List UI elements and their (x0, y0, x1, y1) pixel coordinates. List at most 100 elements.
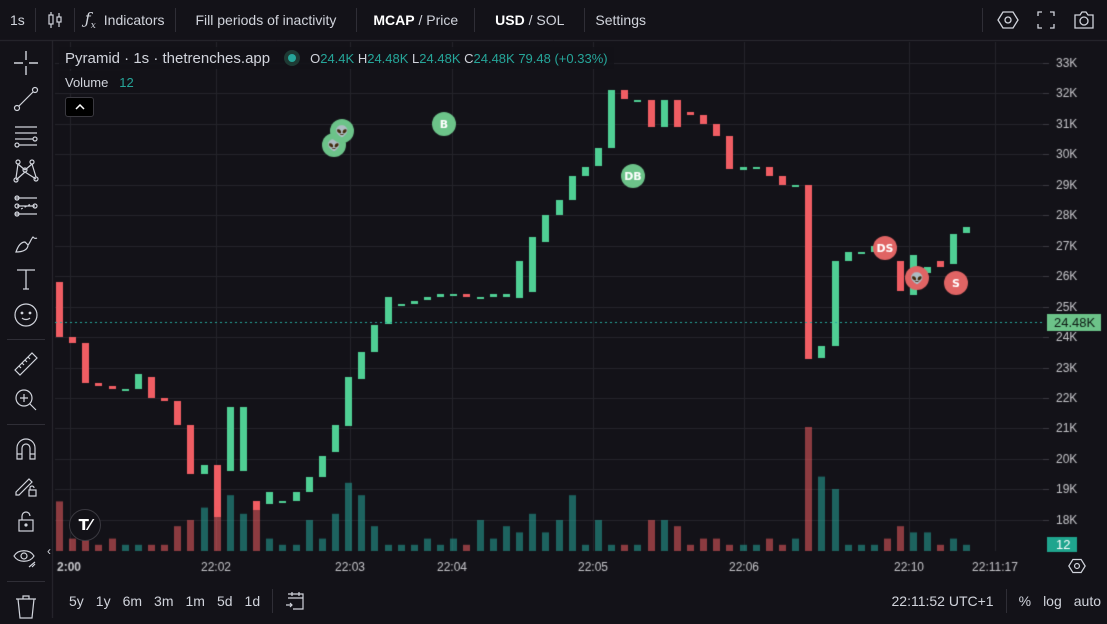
tv-logo-icon: T⁄ (78, 516, 92, 534)
chart-type-button[interactable] (36, 0, 74, 40)
divider (34, 8, 36, 32)
percent-toggle[interactable]: % (1018, 593, 1032, 609)
high-value: 24.48K (367, 50, 409, 66)
divider (982, 8, 983, 32)
mcap-price-toggle[interactable]: MCAP / Price (357, 0, 474, 40)
range-5d[interactable]: 5d (216, 593, 233, 609)
chevron-up-icon (74, 104, 85, 110)
crosshair-tool[interactable] (0, 45, 52, 81)
indicators-label: Indicators (103, 12, 165, 28)
usd-option[interactable]: USD (495, 12, 525, 28)
divider (272, 589, 274, 613)
collapse-sidebar-button[interactable]: ‹ (47, 544, 51, 558)
settings-label: Settings (595, 12, 646, 28)
usd-sol-toggle[interactable]: USD / SOL (475, 0, 584, 40)
fill-inactivity-button[interactable]: Fill periods of inactivity (176, 0, 357, 40)
divider (7, 424, 45, 425)
projection-icon (14, 195, 38, 217)
fill-label: Fill periods of inactivity (195, 12, 337, 28)
divider (584, 8, 586, 32)
interval-button[interactable]: 1s (0, 0, 35, 40)
range-1y[interactable]: 1y (95, 593, 111, 609)
open-label: O (310, 50, 321, 66)
unlock-icon (18, 511, 34, 532)
volume-label: Volume (65, 74, 109, 90)
auto-toggle[interactable]: auto (1073, 593, 1101, 609)
magnet-icon (16, 438, 36, 460)
trash-icon (16, 595, 36, 619)
fib-tool[interactable] (0, 117, 52, 153)
price-option[interactable]: Price (426, 12, 459, 28)
brush-icon (15, 236, 38, 253)
lock-drawings-tool[interactable] (0, 467, 52, 503)
pattern-tool[interactable] (0, 153, 52, 189)
divider (73, 8, 75, 32)
ruler-icon (14, 352, 38, 376)
time-axis-settings-button[interactable] (1068, 557, 1086, 580)
top-toolbar: 1s ƒx Indicators Fill periods of inactiv… (0, 0, 1107, 40)
bottom-toolbar: 5y 1y 6m 3m 1m 5d 1d 22:11:52 UTC+1 % log auto (55, 584, 1107, 618)
screenshot-button[interactable] (1065, 0, 1103, 40)
divider (174, 8, 176, 32)
candles-icon (48, 12, 62, 28)
range-1d[interactable]: 1d (244, 593, 261, 609)
range-5y[interactable]: 5y (69, 593, 84, 609)
divider (7, 581, 45, 582)
chart-settings-button[interactable] (989, 0, 1027, 40)
brush-tool[interactable] (0, 225, 52, 261)
drawing-toolbar (0, 45, 52, 619)
mcap-option[interactable]: MCAP (373, 12, 415, 28)
ohlc-values: O24.4K H24.48K L24.48K C24.48K 79.48 (+0… (310, 51, 608, 66)
slash: / (528, 12, 533, 28)
delete-tool[interactable] (0, 588, 52, 624)
crosshair-icon (14, 51, 38, 75)
collapse-legend-button[interactable] (65, 97, 94, 117)
high-label: H (357, 50, 368, 66)
zoom-tool[interactable] (0, 382, 52, 418)
divider (356, 8, 358, 32)
trendline-tool[interactable] (0, 81, 52, 117)
lock-tool[interactable] (0, 503, 52, 539)
horizontal-lines-icon (14, 126, 38, 148)
magnet-tool[interactable] (0, 431, 52, 467)
open-value: 24.4K (320, 50, 355, 66)
interval-label: 1s (10, 12, 25, 28)
log-toggle[interactable]: log (1043, 593, 1062, 609)
fullscreen-icon (1037, 11, 1055, 29)
tradingview-logo[interactable]: T⁄ (69, 509, 101, 541)
indicators-button[interactable]: ƒx Indicators (75, 0, 175, 40)
emoji-tool[interactable] (0, 297, 52, 333)
text-icon (17, 269, 35, 290)
fullscreen-button[interactable] (1027, 0, 1065, 40)
goto-date-button[interactable] (279, 590, 311, 613)
close-value: 24.48K (473, 50, 515, 66)
low-label: L (412, 50, 420, 66)
trendline-icon (13, 86, 39, 112)
symbol-title: Pyramid · 1s · thetrenches.app (65, 49, 271, 67)
slash: / (418, 12, 423, 28)
range-6m[interactable]: 6m (122, 593, 143, 609)
smiley-icon (14, 303, 38, 327)
divider (474, 8, 476, 32)
fx-icon: ƒx (84, 8, 96, 32)
volume-value: 12 (119, 74, 134, 90)
low-value: 24.48K (419, 50, 461, 66)
projection-tool[interactable] (0, 189, 52, 225)
hide-drawings-tool[interactable] (0, 539, 52, 575)
timezone-clock[interactable]: 22:11:52 UTC+1 (891, 593, 994, 609)
gear-icon (1068, 558, 1086, 574)
range-3m[interactable]: 3m (154, 593, 174, 609)
calendar-icon (286, 591, 304, 610)
settings-button[interactable]: Settings (585, 0, 656, 40)
divider (7, 339, 45, 340)
gear-icon (997, 11, 1019, 29)
sol-option[interactable]: SOL (536, 12, 565, 28)
chart-legend: Pyramid · 1s · thetrenches.app O24.4K H2… (59, 47, 614, 69)
camera-icon (1074, 11, 1094, 29)
text-tool[interactable] (0, 261, 52, 297)
range-1m[interactable]: 1m (185, 593, 205, 609)
eye-icon (13, 550, 36, 568)
measure-tool[interactable] (0, 346, 52, 382)
close-label: C (464, 50, 474, 66)
